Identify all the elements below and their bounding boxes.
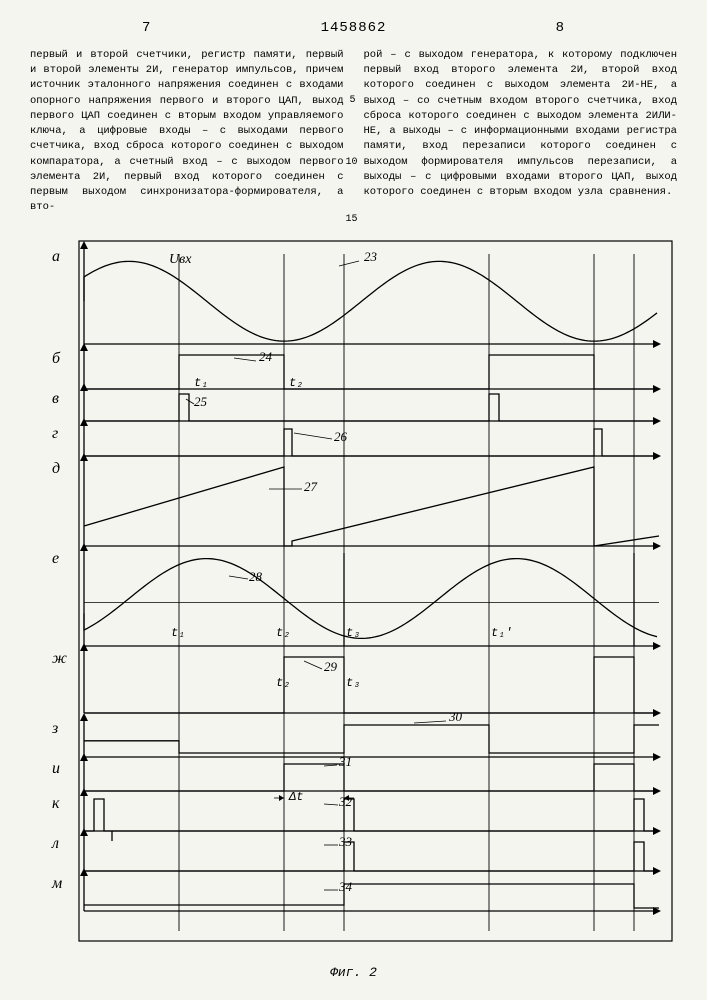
svg-text:к: к — [52, 795, 60, 812]
svg-text:г: г — [52, 425, 58, 442]
svg-text:t₁: t₁ — [171, 626, 185, 640]
svg-text:а: а — [52, 248, 60, 265]
svg-text:25: 25 — [194, 394, 208, 409]
svg-text:з: з — [51, 720, 58, 737]
svg-text:27: 27 — [304, 479, 318, 494]
svg-text:Δt: Δt — [288, 790, 303, 804]
line-no-10: 10 — [346, 156, 358, 171]
svg-text:24: 24 — [259, 349, 273, 364]
svg-text:в: в — [52, 390, 59, 407]
svg-text:л: л — [51, 835, 59, 852]
figure-caption: Фиг. 2 — [30, 965, 677, 980]
left-column-text: первый и второй счетчики, регистр памяти… — [30, 48, 344, 215]
svg-text:б: б — [52, 350, 61, 367]
svg-text:t₁: t₁ — [194, 376, 208, 390]
svg-text:t₃: t₃ — [346, 676, 360, 690]
svg-text:28: 28 — [249, 569, 263, 584]
svg-text:Uвx: Uвx — [169, 252, 192, 267]
line-no-15: 15 — [346, 213, 358, 228]
timing-diagram: а б в г д е ж з и к л м Uвx 23 24 25 26 27 28 29 30 31 32 33 34 t… — [34, 231, 674, 961]
svg-text:23: 23 — [364, 249, 378, 264]
svg-text:t₃: t₃ — [346, 626, 360, 640]
text-columns: первый и второй счетчики, регистр памяти… — [30, 48, 677, 223]
svg-text:30: 30 — [448, 709, 463, 724]
page-num-left: 7 — [142, 20, 151, 36]
svg-text:м: м — [51, 875, 62, 892]
svg-text:t₂: t₂ — [276, 676, 290, 690]
svg-text:29: 29 — [324, 659, 338, 674]
svg-text:и: и — [52, 760, 60, 777]
line-no-5: 5 — [350, 94, 356, 109]
svg-text:е: е — [52, 550, 59, 567]
svg-text:32: 32 — [338, 794, 353, 809]
page-num-right: 8 — [556, 20, 565, 36]
left-column: первый и второй счетчики, регистр памяти… — [30, 48, 344, 223]
svg-text:26: 26 — [334, 429, 348, 444]
svg-text:34: 34 — [338, 879, 353, 894]
svg-text:33: 33 — [338, 834, 353, 849]
svg-text:t₁': t₁' — [491, 626, 513, 640]
svg-text:ж: ж — [52, 650, 67, 667]
page-header: 7 1458862 8 — [30, 20, 677, 36]
svg-text:t₂: t₂ — [289, 376, 303, 390]
diagram-svg: а б в г д е ж з и к л м Uвx 23 24 25 26 27 28 29 30 31 32 33 34 t… — [34, 231, 674, 956]
svg-text:31: 31 — [338, 754, 352, 769]
right-column: 5 10 15 рой – с выходом генератора, к ко… — [364, 48, 678, 223]
right-column-text: рой – с выходом генератора, к которому п… — [364, 48, 678, 200]
doc-number: 1458862 — [321, 20, 387, 36]
svg-text:д: д — [52, 460, 60, 477]
svg-text:t₂: t₂ — [276, 626, 290, 640]
